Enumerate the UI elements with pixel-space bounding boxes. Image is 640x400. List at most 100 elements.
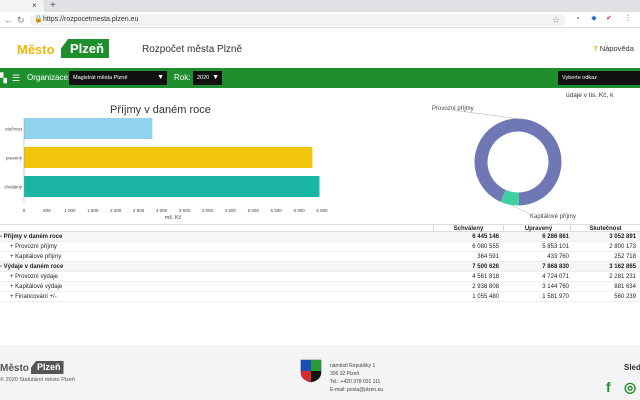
menu-icon[interactable]: ⋮ xyxy=(624,15,632,22)
x-tick-label: 3 500 xyxy=(179,208,191,213)
col-header-actual[interactable]: Skutečnost xyxy=(570,225,640,233)
cell-value: 2 281 231 xyxy=(609,274,636,280)
table-row[interactable]: + Financování +/- 1 055 480 1 581 970 560 2… xyxy=(0,292,640,302)
year-value: 2020 xyxy=(197,75,210,81)
extension-icon[interactable]: ◆ xyxy=(591,15,597,22)
address-line: 306 32 Plzeň xyxy=(330,371,360,377)
site-title: Rozpočet města Plzně xyxy=(142,44,243,55)
new-tab-icon[interactable]: + xyxy=(50,0,56,11)
table-row[interactable]: + Kapitálové příjmy 364 591 433 760 252 718 xyxy=(0,252,640,262)
organization-label: Organizace: xyxy=(27,73,71,82)
logo-plzen[interactable]: Plzeň xyxy=(61,39,109,58)
row-label[interactable]: + Kapitálové příjmy xyxy=(10,254,62,260)
cell-value: 560 239 xyxy=(614,294,636,300)
link-select-placeholder: Vyberte odkaz xyxy=(562,75,597,81)
budget-table: Schválený Upravený Skutečnost - Příjmy v… xyxy=(0,224,640,302)
row-label[interactable]: + Provozní výdaje xyxy=(10,274,58,280)
table-row[interactable]: + Provozní výdaje 4 561 818 4 724 071 2 281… xyxy=(0,272,640,282)
slice-label: Kapitálové příjmy xyxy=(530,214,576,220)
close-tab-icon[interactable]: × xyxy=(32,1,37,10)
x-tick-label: 6 000 xyxy=(293,208,305,213)
cell-value: 6 445 146 xyxy=(472,234,499,240)
year-select[interactable]: 2020 ▼ xyxy=(193,71,222,85)
x-axis-label: mil. Kč xyxy=(165,215,182,221)
donut-slice xyxy=(500,189,519,206)
table-row[interactable]: - Příjmy v daném roce 6 445 146 6 286 861 3… xyxy=(0,232,640,242)
cell-value: 2 938 808 xyxy=(472,284,499,290)
url-field[interactable]: 🔒 https://rozpocetmesta.plzen.eu xyxy=(30,14,566,26)
cell-value: 3 052 891 xyxy=(609,234,636,240)
chart-bar xyxy=(24,176,320,197)
address-line: Tel.: +420 378 031 111 xyxy=(330,379,381,385)
x-tick-label: 0 xyxy=(23,208,26,213)
browser-tab-bar: × + xyxy=(0,0,640,12)
table-row[interactable]: + Kapitálové výdaje 2 938 808 3 144 760 881… xyxy=(0,282,640,292)
table-row[interactable]: - Výdaje v daném roce 7 500 626 7 868 830 3… xyxy=(0,262,640,272)
cell-value: 2 800 173 xyxy=(609,244,636,250)
refresh-icon[interactable]: ↻ xyxy=(17,15,25,25)
extension-icon[interactable]: ▪ xyxy=(576,15,580,22)
city-crest-icon xyxy=(300,359,322,383)
x-tick-label: 4 000 xyxy=(202,208,214,213)
cell-value: 7 868 830 xyxy=(542,264,569,270)
x-tick-label: 4 500 xyxy=(225,208,237,213)
col-header-adjusted[interactable]: Upravený xyxy=(503,225,573,233)
x-tick-label: 6 500 xyxy=(316,208,328,213)
col-header-approved[interactable]: Schválený xyxy=(433,225,503,233)
income-bar-chart: utečnost pravený chválený 0 500 1 000 1 500 2 0… xyxy=(4,118,328,221)
slice-label: Provozní příjmy xyxy=(432,106,474,112)
row-label[interactable]: + Provozní příjmy xyxy=(10,244,57,250)
help-link[interactable]: ? Nápověda xyxy=(593,44,634,53)
label-leader xyxy=(509,203,531,215)
cell-value: 433 760 xyxy=(547,254,569,260)
row-label[interactable]: + Kapitálové výdaje xyxy=(10,284,63,290)
cell-value: 6 286 861 xyxy=(542,234,569,240)
income-donut-chart: Provozní příjmy Kapitálové příjmy xyxy=(432,106,576,220)
x-tick-label: 2 000 xyxy=(110,208,122,213)
chart-bar xyxy=(24,147,313,168)
table-row[interactable]: + Provozní příjmy 6 080 555 5 853 101 2 800… xyxy=(0,242,640,252)
footer-logo-mesto[interactable]: Město xyxy=(0,363,29,374)
copyright: © 2020 Statutární město Plzeň xyxy=(0,377,75,383)
tree-view-icon[interactable]: ▚ xyxy=(0,73,7,83)
lock-icon: 🔒 xyxy=(34,16,43,23)
donut-slice xyxy=(474,118,562,206)
cell-value: 881 634 xyxy=(614,284,636,290)
row-label[interactable]: + Financování +/- xyxy=(10,294,57,300)
x-tick-label: 5 500 xyxy=(271,208,283,213)
chevron-down-icon: ▼ xyxy=(157,74,164,81)
category-label: chválený xyxy=(4,185,23,190)
back-icon[interactable]: ← xyxy=(4,15,13,25)
cell-value: 5 853 101 xyxy=(542,244,569,250)
browser-tab[interactable]: × xyxy=(0,0,44,12)
row-label[interactable]: - Výdaje v daném roce xyxy=(0,264,64,270)
x-tick-label: 3 000 xyxy=(156,208,168,213)
instagram-icon[interactable]: ◎ xyxy=(624,379,637,395)
list-menu-icon[interactable]: ☰ xyxy=(12,73,21,83)
link-select[interactable]: Vyberte odkaz xyxy=(558,71,640,85)
organization-select[interactable]: Magistrát města Plzně ▼ xyxy=(69,71,167,85)
cell-value: 252 718 xyxy=(614,254,636,260)
cell-value: 6 080 555 xyxy=(472,244,499,250)
cell-value: 7 500 626 xyxy=(472,264,499,270)
follow-label: Sled xyxy=(624,363,640,372)
x-tick-label: 2 500 xyxy=(133,208,145,213)
logo-mesto[interactable]: Město xyxy=(17,42,55,57)
cell-value: 1 055 480 xyxy=(472,294,499,300)
year-label: Rok: xyxy=(174,73,191,82)
footer-logo-plzen[interactable]: Plzeň xyxy=(31,361,64,374)
bookmark-star-icon[interactable]: ☆ xyxy=(552,15,561,25)
row-label[interactable]: - Příjmy v daném roce xyxy=(0,234,63,240)
chevron-down-icon: ▼ xyxy=(212,74,219,81)
facebook-icon[interactable]: f xyxy=(606,379,611,395)
extension-icon[interactable]: ✔ xyxy=(606,15,612,22)
filter-toolbar: ▚ ☰ Organizace: Magistrát města Plzně ▼ … xyxy=(0,68,640,88)
url-text: https://rozpocetmesta.plzen.eu xyxy=(43,16,139,23)
bar-chart-title: Příjmy v daném roce xyxy=(110,104,211,116)
organization-value: Magistrát města Plzně xyxy=(73,75,128,81)
table-header: Schválený Upravený Skutečnost xyxy=(0,224,640,233)
label-leader xyxy=(451,109,527,121)
cell-value: 4 724 071 xyxy=(542,274,569,280)
address-line[interactable]: E-mail: posta@plzen.eu xyxy=(330,387,384,393)
help-label: Nápověda xyxy=(599,44,634,53)
